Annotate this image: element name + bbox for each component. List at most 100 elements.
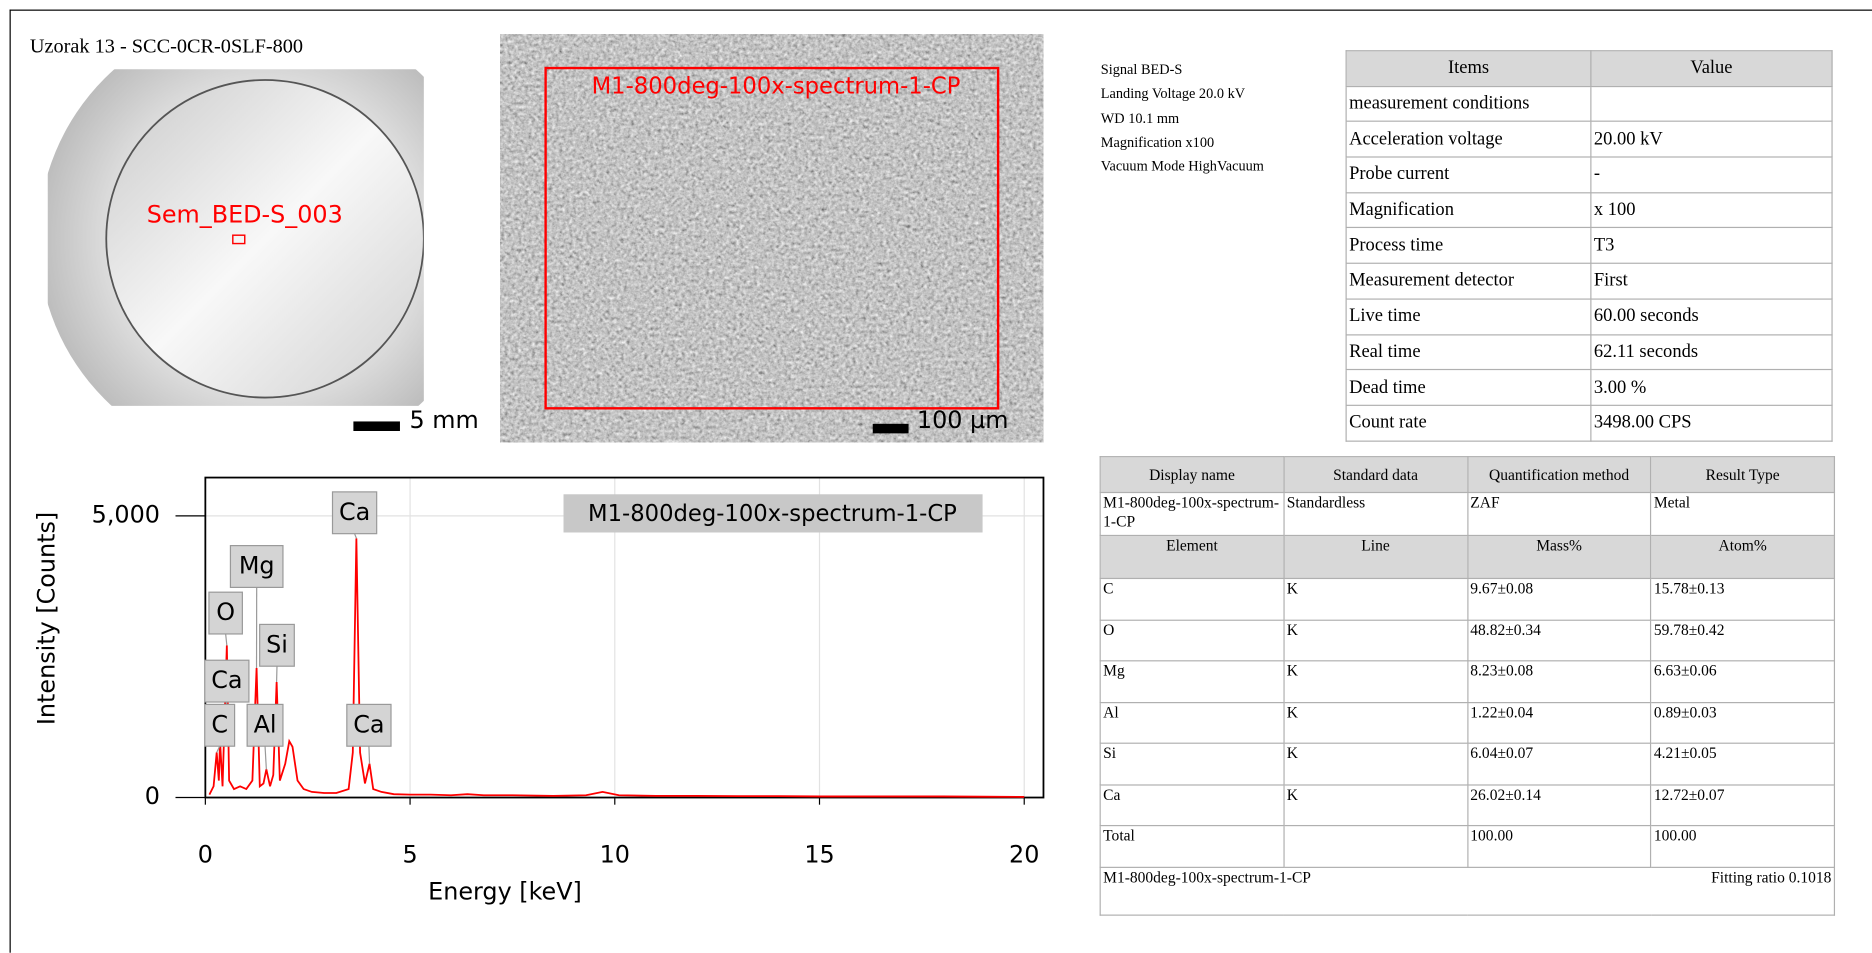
x-tick-label: 20 bbox=[1009, 841, 1039, 869]
cell: 100.00 bbox=[1467, 826, 1651, 867]
cell: Probe current bbox=[1346, 157, 1591, 192]
cell: Ca bbox=[1100, 784, 1284, 825]
table-row: Probe current- bbox=[1346, 157, 1832, 192]
roi-label: Sem_BED-S_003 bbox=[147, 201, 343, 229]
cell: Standardless bbox=[1284, 492, 1468, 535]
cell: K bbox=[1284, 702, 1468, 743]
table-row: measurement conditions bbox=[1346, 86, 1832, 121]
cell: Si bbox=[1100, 743, 1284, 784]
column-header: Quantification method bbox=[1467, 457, 1651, 493]
peak-label: Ca bbox=[211, 666, 242, 694]
y-tick-label: 0 bbox=[145, 782, 160, 810]
cell: C bbox=[1100, 578, 1284, 619]
cell: K bbox=[1284, 661, 1468, 702]
cell: 60.00 seconds bbox=[1591, 299, 1832, 334]
condition: Magnification x100 bbox=[1101, 130, 1264, 154]
column-header: Line bbox=[1284, 535, 1468, 578]
column-header: Result Type bbox=[1651, 457, 1835, 493]
cell: M1-800deg-100x-spectrum-1-CP bbox=[1100, 492, 1284, 535]
peak-label: Si bbox=[266, 630, 288, 658]
cell: Al bbox=[1100, 702, 1284, 743]
condition: Signal BED-S bbox=[1101, 57, 1264, 81]
cell: Mg bbox=[1100, 661, 1284, 702]
cell: First bbox=[1591, 263, 1832, 298]
sem-label: M1-800deg-100x-spectrum-1-CP bbox=[592, 74, 961, 100]
cell bbox=[1591, 86, 1832, 121]
cell: 8.23±0.08 bbox=[1467, 661, 1651, 702]
sem-image bbox=[546, 68, 998, 408]
cell: 6.04±0.07 bbox=[1467, 743, 1651, 784]
cell: 4.21±0.05 bbox=[1651, 743, 1835, 784]
x-axis-label: Energy [keV] bbox=[428, 878, 582, 906]
cell: - bbox=[1591, 157, 1832, 192]
peak-pointer bbox=[369, 746, 370, 764]
spectrum-line bbox=[209, 538, 1024, 796]
cell: 26.02±0.14 bbox=[1467, 784, 1651, 825]
peak-label: Mg bbox=[239, 552, 275, 580]
legend-label: M1-800deg-100x-spectrum-1-CP bbox=[588, 501, 957, 527]
image-title: Uzorak 13 - SCC-0CR-0SLF-800 bbox=[30, 35, 303, 57]
column-header: Display name bbox=[1100, 457, 1284, 493]
sample-image bbox=[38, 12, 492, 466]
condition: WD 10.1 mm bbox=[1101, 106, 1264, 130]
cell: ZAF bbox=[1467, 492, 1651, 535]
x-tick-label: 10 bbox=[600, 841, 630, 869]
scale-label: 5 mm bbox=[410, 406, 479, 434]
cell: 59.78±0.42 bbox=[1651, 620, 1835, 661]
cell: 20.00 kV bbox=[1591, 122, 1832, 157]
column-header: Mass% bbox=[1467, 535, 1651, 578]
cell: Live time bbox=[1346, 299, 1591, 334]
cell: 48.82±0.34 bbox=[1467, 620, 1651, 661]
fitting-ratio: Fitting ratio 0.1018 bbox=[1711, 867, 1831, 886]
cell: K bbox=[1284, 784, 1468, 825]
footer-name: M1-800deg-100x-spectrum-1-CP bbox=[1103, 867, 1311, 885]
cell: 6.63±0.06 bbox=[1651, 661, 1835, 702]
y-tick-label: 5,000 bbox=[92, 500, 160, 528]
peak-label: C bbox=[211, 710, 228, 738]
cell: 15.78±0.13 bbox=[1651, 578, 1835, 619]
cell: Dead time bbox=[1346, 370, 1591, 405]
cell: Real time bbox=[1346, 334, 1591, 369]
cell: Total bbox=[1100, 826, 1284, 867]
condition: Vacuum Mode HighVacuum bbox=[1101, 154, 1264, 178]
footer-row: M1-800deg-100x-spectrum-1-CP Fitting rati… bbox=[1100, 867, 1834, 915]
scale-bar bbox=[873, 424, 909, 434]
cell: K bbox=[1284, 620, 1468, 661]
peak-label: Ca bbox=[353, 710, 384, 738]
column-header: Value bbox=[1591, 51, 1832, 86]
x-tick-label: 5 bbox=[402, 841, 417, 869]
cell: 9.67±0.08 bbox=[1467, 578, 1651, 619]
cell: measurement conditions bbox=[1346, 86, 1591, 121]
peak-pointer bbox=[355, 534, 357, 539]
condition: Landing Voltage 20.0 kV bbox=[1101, 82, 1264, 106]
peak-label: O bbox=[216, 598, 235, 626]
cell: Metal bbox=[1651, 492, 1835, 535]
column-header: Atom% bbox=[1651, 535, 1835, 578]
cell: x 100 bbox=[1591, 193, 1832, 228]
cell: Process time bbox=[1346, 228, 1591, 263]
footer-cell: M1-800deg-100x-spectrum-1-CP Fitting rati… bbox=[1100, 867, 1834, 915]
cell: 100.00 bbox=[1651, 826, 1835, 867]
cell: Magnification bbox=[1346, 193, 1591, 228]
cell: 1.22±0.04 bbox=[1467, 702, 1651, 743]
cell: 12.72±0.07 bbox=[1651, 784, 1835, 825]
cell bbox=[1284, 826, 1468, 867]
